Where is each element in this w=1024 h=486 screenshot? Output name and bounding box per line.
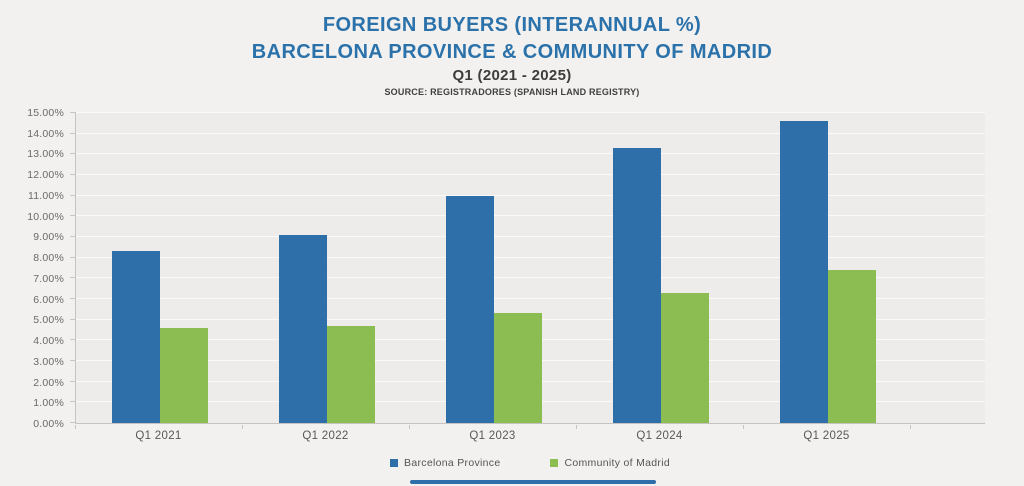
x-axis-tick-mark [743,425,744,429]
y-axis-tick-label: 7.00% [33,272,64,285]
bar-community-of-madrid [493,313,542,423]
x-axis-tick-mark [910,425,911,429]
horizontal-scrollbar-thumb[interactable] [410,480,656,484]
y-axis-tick-label: 14.00% [27,127,64,140]
x-axis-tick-mark [409,425,410,429]
gridline [76,215,985,217]
legend-label: Community of Madrid [564,457,670,469]
y-axis-tick-mark [70,277,76,279]
chart-source: SOURCE: REGISTRADORES (SPANISH LAND REGI… [384,87,640,97]
bar-group-q1-2023 [410,113,577,423]
y-axis-tick-label: 1.00% [33,397,64,410]
bar-group-q1-2024 [577,113,744,423]
y-axis-tick-mark [70,401,76,403]
bar-group-q1-2025 [744,113,911,423]
gridline [76,277,985,279]
legend-swatch-icon [390,459,399,467]
y-axis-tick-label: 3.00% [33,355,64,368]
legend-item-barcelona-province: Barcelona Province [390,457,500,469]
y-axis-tick-mark [70,112,76,113]
bar-barcelona-province [612,148,661,423]
chart-subtitle: Q1 (2021 - 2025) [452,67,572,84]
bar-barcelona-province [445,195,494,423]
gridline [76,194,985,196]
y-axis-tick-mark [70,153,76,155]
legend-item-community-of-madrid: Community of Madrid [550,457,670,469]
gridline [76,236,985,237]
x-axis-label: Q1 2021 [135,430,182,442]
plot-area [70,112,985,424]
y-axis: 0.00% 1.00% 2.00% 3.00% 4.00% 5.00% 6.00% 7.00%… [0,107,75,430]
y-axis-tick-label: 8.00% [33,252,64,265]
x-axis: Q1 2021 Q1 2022 Q1 2023 Q1 2024 Q1 2025 [75,425,911,447]
bar-community-of-madrid [159,327,208,423]
y-axis-tick-mark [70,194,76,196]
y-axis-tick-mark [70,132,76,134]
bar-group-q1-2022 [243,113,410,423]
y-axis-tick-label: 5.00% [33,314,64,327]
chart-title-line1: FOREIGN BUYERS (INTERANNUAL %) [322,14,702,36]
y-axis-tick-mark [70,256,76,258]
bar-community-of-madrid [827,270,876,423]
y-axis-tick-mark [70,174,76,175]
gridline [76,256,985,258]
y-axis-tick-label: 9.00% [33,231,64,244]
x-axis-label: Q1 2024 [636,430,683,442]
y-axis-tick-label: 2.00% [33,376,64,389]
bar-community-of-madrid [326,325,375,423]
legend-swatch-icon [550,459,559,467]
x-axis-tick-mark [576,425,577,429]
gridline [76,153,985,155]
chart-header: FOREIGN BUYERS (INTERANNUAL %) BARCELONA… [0,12,1024,97]
y-axis-tick-label: 10.00% [27,210,64,223]
y-axis-tick-mark [70,339,76,341]
x-axis-label: Q1 2022 [302,430,349,442]
y-axis-tick-mark [70,236,76,237]
y-axis-tick-label: 12.00% [27,169,64,182]
gridline [76,112,985,113]
gridline [76,174,985,175]
bar-barcelona-province [278,234,327,423]
y-axis-tick-label: 11.00% [27,189,64,202]
x-axis-label: Q1 2025 [803,430,850,442]
bar-barcelona-province [779,121,828,423]
y-axis-tick-mark [70,422,76,423]
y-axis-tick-label: 6.00% [33,293,64,306]
chart-title-line2: BARCELONA PROVINCE & COMMUNITY OF MADRID [251,41,773,63]
x-axis-label: Q1 2023 [469,430,516,442]
y-axis-tick-mark [70,318,76,320]
y-axis-tick-label: 15.00% [27,107,64,119]
y-axis-tick-label: 0.00% [33,418,64,430]
y-axis-tick-mark [70,298,76,299]
y-axis-tick-label: 13.00% [27,148,64,161]
bar-groups-layer [76,113,911,423]
bar-group-q1-2021 [76,113,243,423]
x-axis-tick-mark [242,425,243,429]
y-axis-tick-mark [70,360,76,361]
x-axis-tick-mark [75,425,76,429]
legend-label: Barcelona Province [404,457,501,469]
gridline [76,132,985,134]
gridline [76,298,985,299]
bar-barcelona-province [111,251,160,423]
legend: Barcelona Province Community of Madrid [75,457,985,469]
y-axis-tick-mark [70,215,76,217]
y-axis-tick-label: 4.00% [33,335,64,348]
bar-community-of-madrid [660,292,709,423]
y-axis-tick-mark [70,380,76,382]
